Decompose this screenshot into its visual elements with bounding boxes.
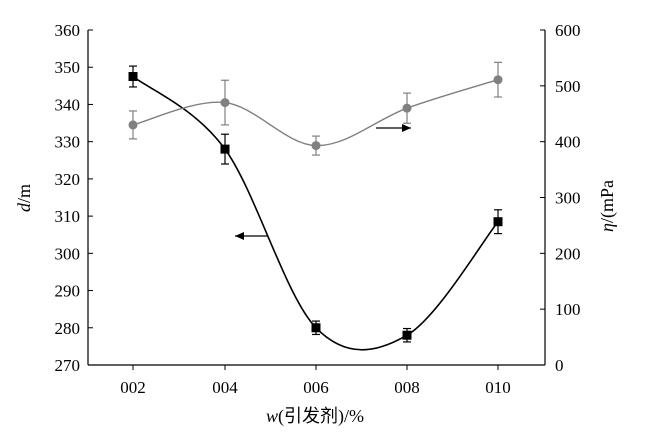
series-left-line (132, 75, 499, 351)
y-left-tick-label: 340 (55, 95, 81, 114)
x-tick-label: 002 (120, 378, 146, 397)
series-right-point (220, 98, 230, 108)
x-axis-title-italic: w (266, 406, 278, 426)
y-axis-left-title-italic: d (14, 202, 34, 212)
arrow-left-axis-head (235, 232, 244, 240)
y-left-tick-label: 360 (55, 21, 81, 40)
y-axis-right-title: η/(mPa (597, 180, 618, 232)
y-right-tick-label: 0 (555, 356, 564, 375)
y-right-tick-label: 200 (555, 244, 581, 263)
y-axis-left-title: d/m (14, 184, 34, 212)
arrow-right-axis-head (402, 124, 411, 132)
y-left-tick-label: 310 (55, 207, 81, 226)
y-left-tick-label: 350 (55, 58, 81, 77)
y-left-tick-label: 320 (55, 170, 81, 189)
y-axis-right-title-italic: η (597, 223, 617, 232)
x-tick-label: 004 (212, 378, 238, 397)
y-left-tick-label: 270 (55, 356, 81, 375)
series-left-point (493, 217, 503, 227)
y-left-tick-label: 300 (55, 244, 81, 263)
y-right-tick-label: 300 (555, 189, 581, 208)
x-axis-title-rest: (引发剂)/% (278, 406, 364, 427)
series-left-point (220, 144, 230, 154)
y-axis-left-title-rest: /m (14, 184, 34, 203)
series-left-point (128, 72, 138, 82)
x-tick-label: 006 (303, 378, 329, 397)
plot-area: 2702802903003103203303403503600100200300… (55, 21, 581, 397)
y-left-tick-label: 280 (55, 319, 81, 338)
y-right-tick-label: 600 (555, 21, 581, 40)
series-right-point (402, 103, 412, 113)
series-left-point (311, 323, 321, 333)
y-left-tick-label: 330 (55, 133, 81, 152)
series-right-point (493, 75, 503, 85)
series-right-point (128, 120, 138, 130)
x-tick-label: 010 (485, 378, 511, 397)
y-axis-right-title-rest: /(mPa (597, 180, 618, 223)
y-left-tick-label: 290 (55, 282, 81, 301)
y-right-tick-label: 500 (555, 77, 581, 96)
x-axis-title: w(引发剂)/% (266, 406, 364, 427)
series-right-point (311, 141, 321, 151)
y-right-tick-label: 100 (555, 300, 581, 319)
y-right-tick-label: 400 (555, 133, 581, 152)
series-left-point (402, 330, 412, 340)
x-tick-label: 008 (394, 378, 420, 397)
